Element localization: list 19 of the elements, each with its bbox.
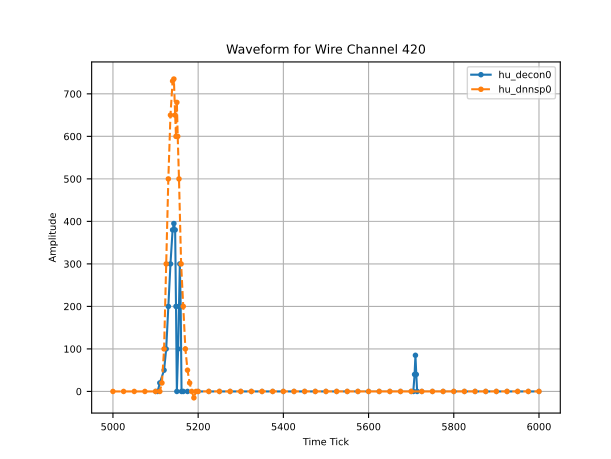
y-tick-label: 200: [64, 302, 82, 310]
y-tick-label: 500: [64, 175, 82, 183]
x-tick-label: 5800: [442, 422, 466, 430]
y-tick-label: 0: [76, 388, 82, 396]
x-axis-title: Time Tick: [302, 438, 350, 446]
y-axis-title: Amplitude: [48, 213, 58, 262]
y-tick-label: 700: [64, 90, 82, 98]
y-tick-label: 300: [64, 260, 82, 268]
y-tick-label: 600: [64, 132, 82, 140]
x-tick-label: 5000: [101, 422, 125, 430]
legend-label: hu_decon0: [499, 70, 551, 80]
y-tick-label: 400: [64, 218, 82, 226]
x-tick-label: 6000: [527, 422, 551, 430]
x-tick-label: 5200: [186, 422, 210, 430]
x-tick-label: 5600: [356, 422, 380, 430]
legend-label: hu_dnnsp0: [499, 85, 551, 95]
y-tick-label: 100: [64, 345, 82, 353]
chart-title: Waveform for Wire Channel 420: [226, 44, 426, 54]
x-tick-label: 5400: [272, 422, 296, 430]
